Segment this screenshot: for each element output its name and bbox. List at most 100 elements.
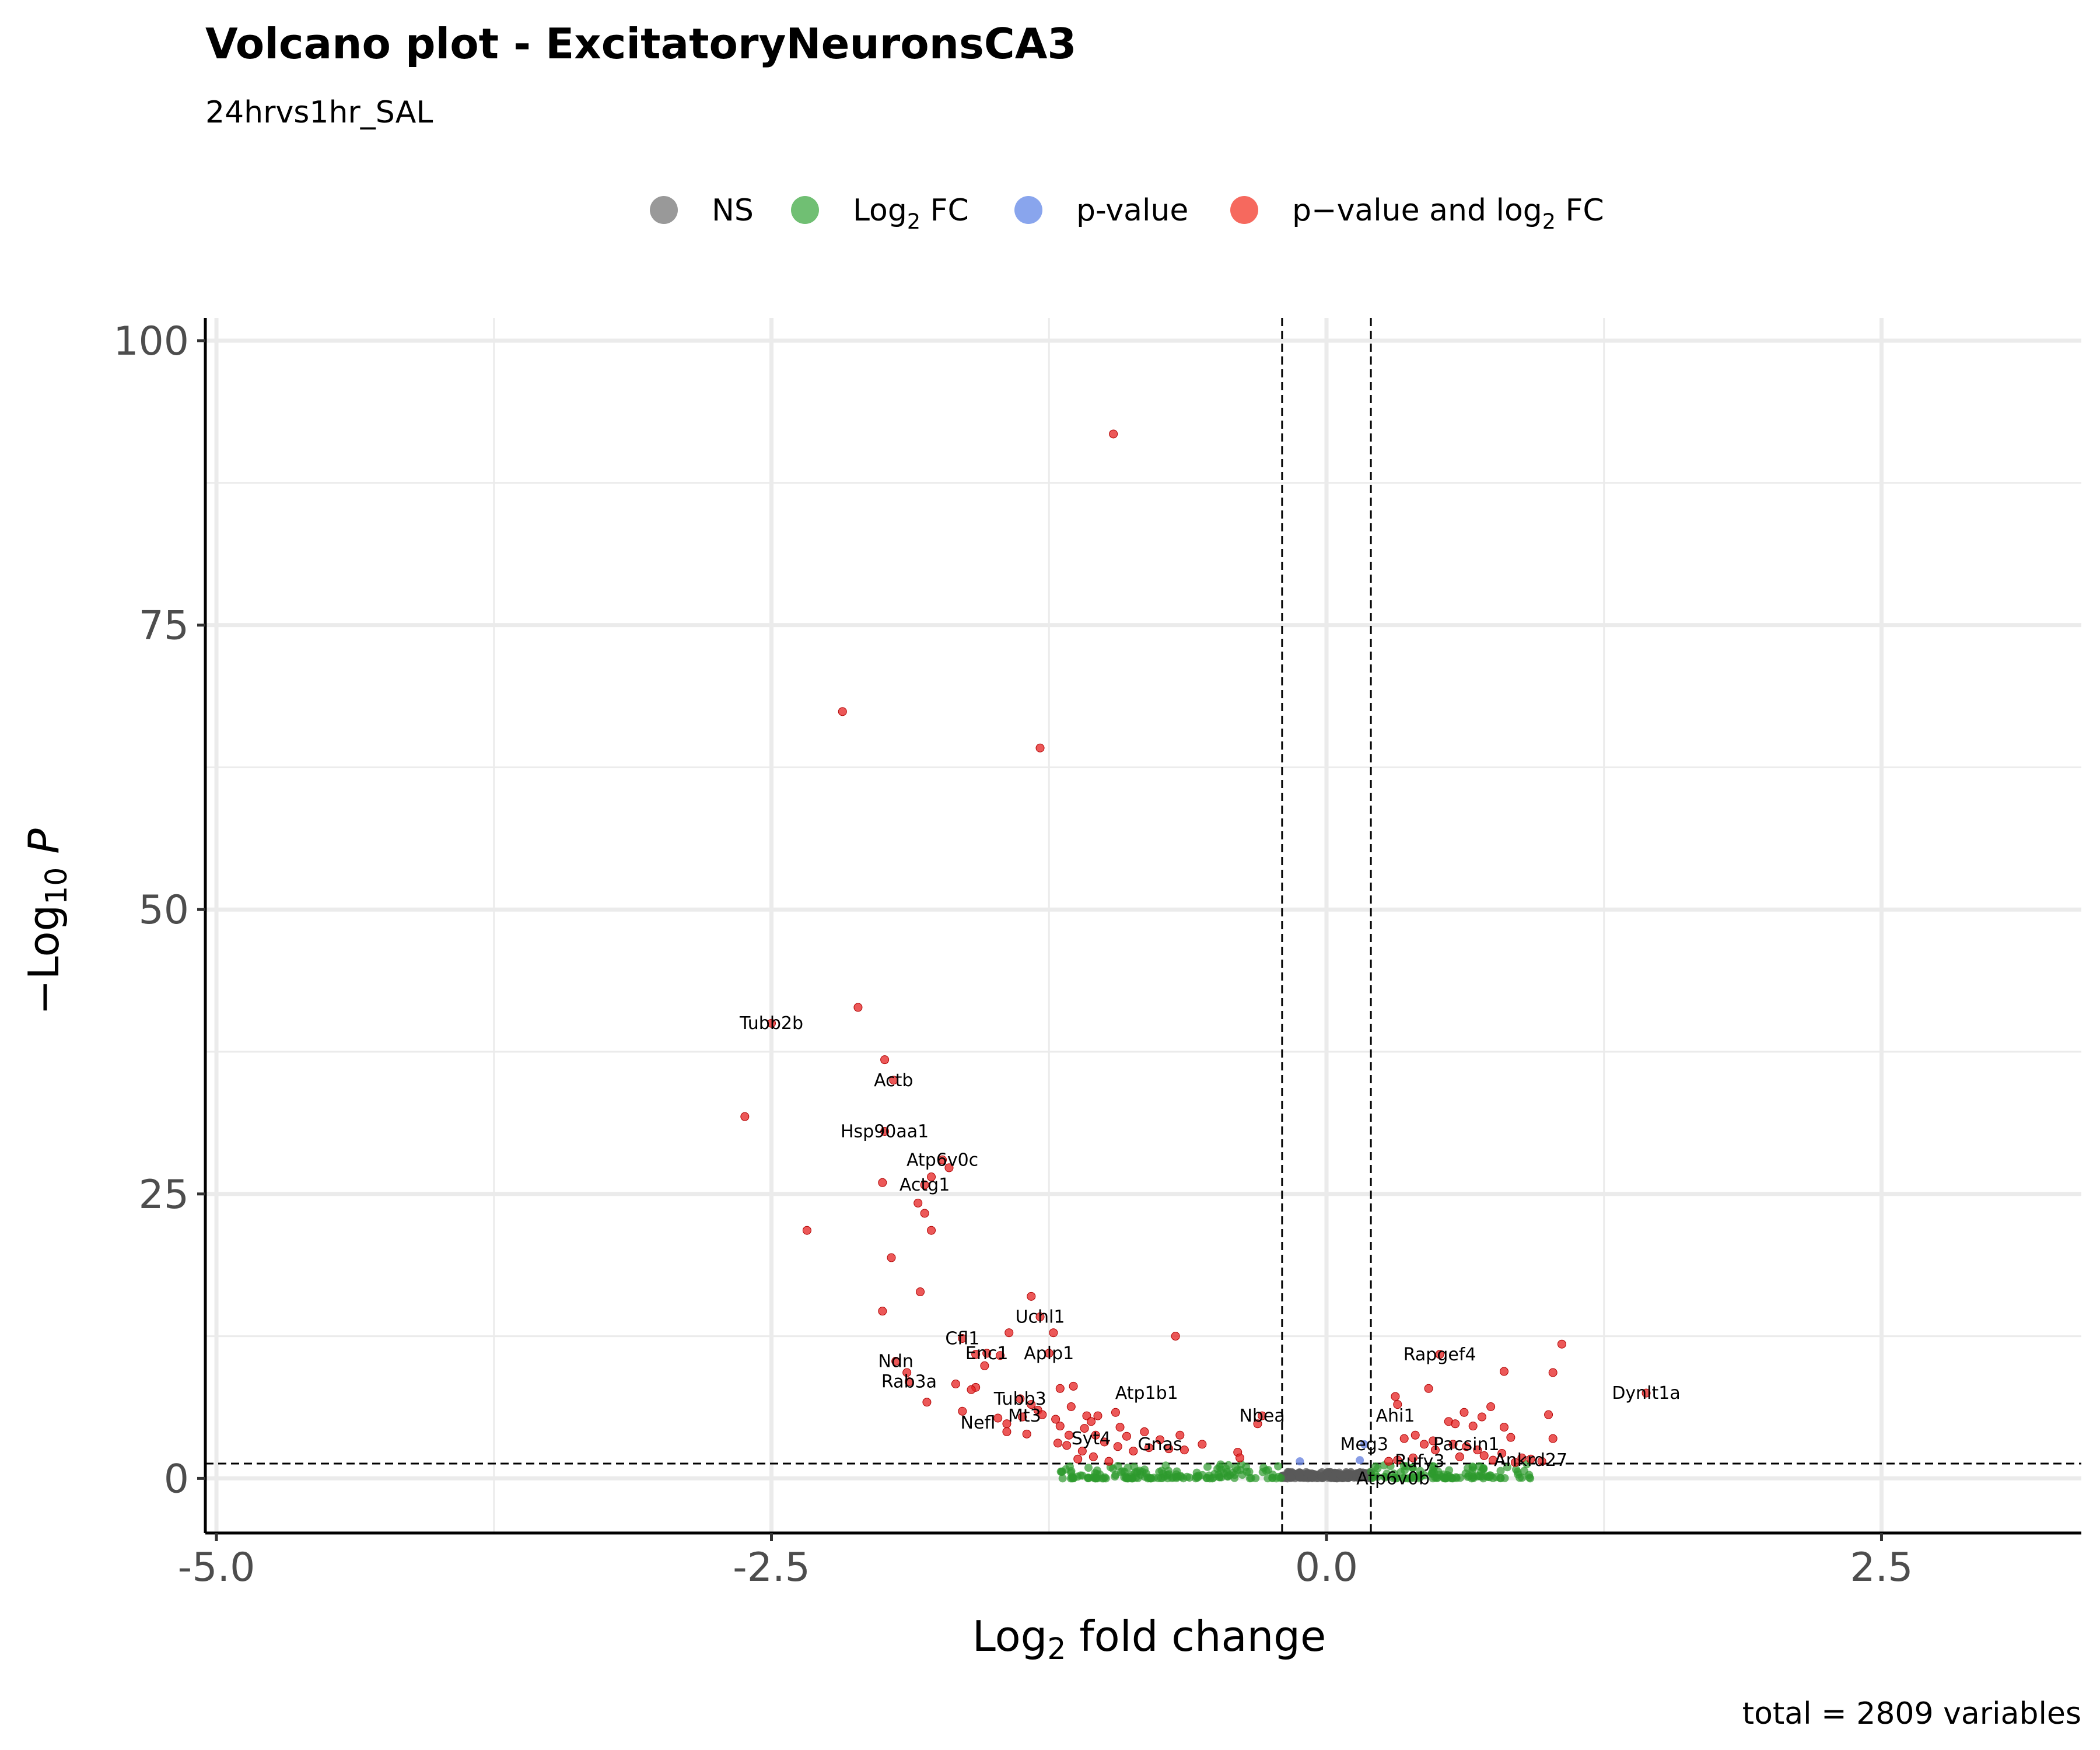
x-tick-label: 2.5 xyxy=(1850,1545,1913,1591)
point-log2fc xyxy=(1224,1461,1233,1469)
point-significant xyxy=(880,1127,890,1136)
point-log2fc xyxy=(1058,1474,1067,1483)
point-significant xyxy=(1393,1455,1402,1465)
point-significant xyxy=(1548,1434,1558,1443)
point-log2fc xyxy=(1512,1465,1521,1474)
point-log2fc xyxy=(1468,1462,1477,1471)
gene-label: Cfl1 xyxy=(945,1328,979,1349)
legend-label-1: Log2 FC xyxy=(853,193,969,234)
point-significant xyxy=(1473,1446,1482,1455)
point-log2fc xyxy=(1496,1474,1505,1483)
point-significant xyxy=(958,1406,967,1416)
point-significant xyxy=(1035,1312,1045,1321)
point-pvalue xyxy=(1360,1440,1368,1448)
point-significant xyxy=(740,1112,750,1121)
point-significant xyxy=(1642,1388,1651,1398)
point-ns xyxy=(1328,1474,1337,1482)
gene-label: Meg3 xyxy=(1340,1434,1388,1455)
point-significant xyxy=(880,1055,890,1065)
point-significant xyxy=(1049,1328,1058,1338)
gene-label: Ankrd27 xyxy=(1494,1450,1567,1471)
point-log2fc xyxy=(1489,1474,1497,1483)
point-log2fc xyxy=(1408,1464,1417,1472)
y-tick-label: 100 xyxy=(113,318,189,365)
point-significant xyxy=(1027,1400,1036,1409)
point-ns xyxy=(1352,1470,1360,1479)
point-log2fc xyxy=(1367,1468,1376,1476)
gene-label: Syt4 xyxy=(1072,1429,1111,1449)
point-significant xyxy=(1236,1453,1245,1462)
point-log2fc xyxy=(1381,1473,1390,1482)
gene-label: Pacsin1 xyxy=(1433,1434,1500,1455)
point-significant xyxy=(1544,1410,1553,1419)
point-significant xyxy=(1115,1423,1125,1432)
point-log2fc xyxy=(1468,1471,1476,1479)
gene-label: Ahi1 xyxy=(1376,1406,1415,1426)
point-significant xyxy=(1144,1443,1154,1452)
point-significant xyxy=(927,1172,936,1182)
point-significant xyxy=(1175,1430,1185,1440)
legend-label-2: p-value xyxy=(1076,193,1188,228)
point-ns xyxy=(1296,1468,1304,1477)
grid-minor xyxy=(205,318,2081,1533)
point-log2fc xyxy=(1390,1469,1398,1478)
point-significant xyxy=(891,1356,901,1366)
point-log2fc xyxy=(1408,1472,1417,1481)
point-log2fc xyxy=(1160,1472,1169,1481)
point-significant xyxy=(1506,1433,1516,1442)
point-significant xyxy=(1018,1412,1027,1422)
legend-key-2 xyxy=(1014,196,1042,224)
point-significant xyxy=(887,1253,896,1262)
gene-label: Gnas xyxy=(1138,1434,1182,1455)
point-significant xyxy=(1087,1417,1096,1426)
gene-label: Rufy3 xyxy=(1395,1451,1444,1472)
point-log2fc xyxy=(1443,1471,1452,1479)
cutoff-lines xyxy=(205,318,2081,1533)
point-significant xyxy=(767,1019,776,1028)
point-log2fc xyxy=(1193,1474,1202,1482)
point-significant xyxy=(1510,1458,1520,1467)
point-ns xyxy=(1318,1474,1327,1482)
point-log2fc xyxy=(1101,1474,1110,1483)
point-significant xyxy=(938,1155,947,1164)
point-significant xyxy=(1198,1440,1207,1449)
point-log2fc xyxy=(1223,1468,1231,1476)
point-significant xyxy=(1391,1392,1400,1401)
point-significant xyxy=(1113,1442,1122,1451)
gene-label: Tubb2b xyxy=(739,1013,803,1034)
point-log2fc xyxy=(1161,1461,1170,1470)
point-significant xyxy=(1122,1432,1131,1441)
point-significant xyxy=(1171,1332,1180,1341)
point-ns xyxy=(1307,1474,1316,1482)
point-significant xyxy=(1253,1419,1262,1429)
point-log2fc xyxy=(1111,1472,1119,1481)
point-significant xyxy=(1022,1429,1031,1438)
point-significant xyxy=(1111,1408,1120,1417)
point-log2fc xyxy=(1093,1466,1101,1475)
point-log2fc xyxy=(1503,1463,1512,1472)
legend-label-0: NS xyxy=(712,193,754,228)
point-significant xyxy=(1479,1451,1489,1460)
point-significant xyxy=(1088,1452,1098,1461)
point-log2fc xyxy=(1456,1474,1465,1482)
gene-label: Ndn xyxy=(878,1351,914,1371)
point-log2fc xyxy=(1078,1471,1087,1480)
legend: NS Log2 FC p-value p−value and log2 FC xyxy=(650,193,1604,234)
point-log2fc xyxy=(1247,1474,1255,1482)
y-axis-ticks: 0 25 50 75 100 xyxy=(113,318,205,1502)
legend-label-3: p−value and log2 FC xyxy=(1292,193,1604,234)
point-significant xyxy=(1537,1457,1546,1466)
point-log2fc xyxy=(1109,1464,1118,1473)
point-significant xyxy=(1455,1452,1464,1461)
point-significant xyxy=(944,1163,954,1172)
point-significant xyxy=(878,1307,887,1316)
gene-label: Rapgef4 xyxy=(1404,1345,1476,1365)
point-log2fc xyxy=(1127,1474,1136,1483)
point-log2fc xyxy=(1401,1474,1409,1483)
point-significant xyxy=(1109,429,1118,439)
point-significant xyxy=(853,1003,863,1012)
point-significant xyxy=(1451,1419,1460,1429)
point-significant xyxy=(1448,1440,1458,1449)
gene-label: Actg1 xyxy=(900,1175,950,1195)
gene-label: Hsp90aa1 xyxy=(841,1122,929,1142)
